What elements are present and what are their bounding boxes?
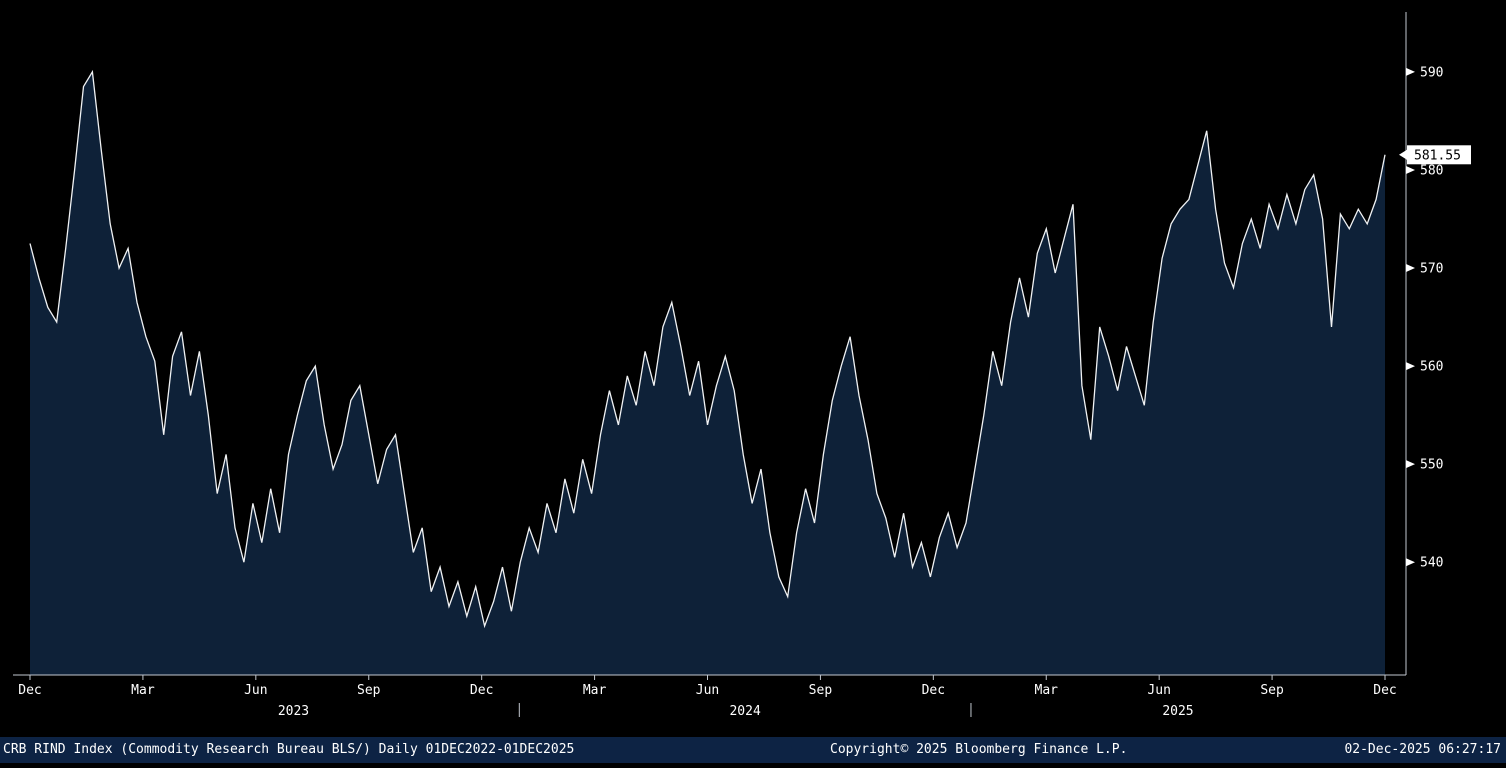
last-value-tag-arrow [1399,149,1407,160]
x-tick-label: Mar [1035,683,1059,698]
series-area-fill [30,71,1385,675]
y-tick-marker [1406,67,1415,76]
y-tick-label: 580 [1420,163,1443,178]
y-tick-marker [1406,264,1415,273]
x-tick-label: Mar [131,683,155,698]
chart-description: CRB RIND Index (Commodity Research Burea… [3,742,575,757]
x-tick-label: Dec [18,683,41,698]
y-tick-marker [1406,165,1415,174]
x-tick-label: Jun [244,683,267,698]
chart-footer: CRB RIND Index (Commodity Research Burea… [0,737,1506,763]
year-label: 2024 [729,704,760,719]
x-tick-label: Sep [809,683,833,698]
y-tick-label: 590 [1420,65,1443,80]
x-tick-label: Sep [357,683,381,698]
y-tick-marker [1406,558,1415,567]
y-tick-label: 570 [1420,262,1443,277]
x-tick-label: Dec [470,683,493,698]
x-tick-label: Dec [1373,683,1396,698]
last-value-label: 581.55 [1414,148,1461,163]
last-value-tag [1407,145,1471,165]
year-label: 2023 [278,704,309,719]
x-tick-label: Sep [1260,683,1284,698]
y-tick-label: 560 [1420,360,1443,375]
y-tick-marker [1406,362,1415,371]
x-tick-label: Mar [583,683,607,698]
series-line [29,69,1386,629]
copyright-notice: Copyright© 2025 Bloomberg Finance L.P. [830,742,1128,757]
y-tick-label: 550 [1420,458,1443,473]
x-tick-label: Jun [696,683,719,698]
y-tick-marker [1406,460,1415,469]
timestamp: 02-Dec-2025 06:27:17 [1344,742,1501,757]
x-tick-label: Dec [922,683,945,698]
x-tick-label: Jun [1147,683,1170,698]
y-tick-label: 540 [1420,556,1443,571]
year-label: 2025 [1162,704,1193,719]
